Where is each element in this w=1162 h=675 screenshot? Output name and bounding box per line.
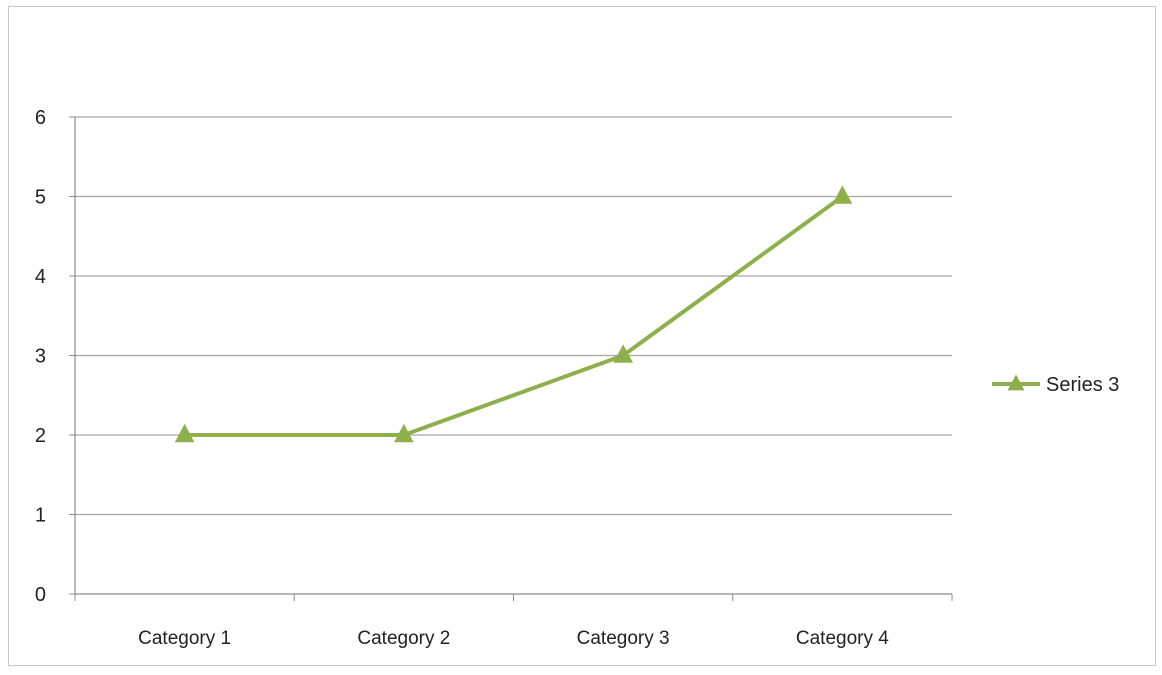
y-tick-label: 2 [35, 425, 46, 447]
data-point-marker [174, 423, 195, 443]
x-tick-labels: Category 1 Category 2 Category 3 Category 4 [138, 628, 889, 649]
legend: Series 3 [992, 374, 1119, 396]
legend-label: Series 3 [1046, 374, 1119, 396]
x-tick-label: Category 2 [357, 628, 450, 649]
x-tick-label: Category 3 [577, 628, 670, 649]
y-tick-label: 5 [35, 187, 46, 209]
axes [69, 116, 953, 601]
gridlines [75, 116, 952, 516]
data-point-marker [394, 423, 414, 443]
series-line [184, 194, 844, 437]
y-tick-label: 1 [35, 505, 46, 527]
x-tick-label: Category 1 [138, 628, 231, 649]
y-tick-label: 6 [35, 107, 46, 129]
data-point-marker [832, 185, 853, 204]
y-tick-labels: 0 1 2 3 4 5 6 [35, 107, 46, 606]
data-point-marker [613, 344, 633, 363]
series-layer [174, 185, 853, 443]
y-tick-label: 3 [35, 346, 46, 368]
legend-triangle-marker [1007, 374, 1025, 391]
chart-frame [8, 6, 1156, 666]
x-tick-label: Category 4 [796, 628, 889, 649]
y-tick-label: 0 [35, 584, 46, 606]
y-tick-label: 4 [35, 266, 46, 288]
